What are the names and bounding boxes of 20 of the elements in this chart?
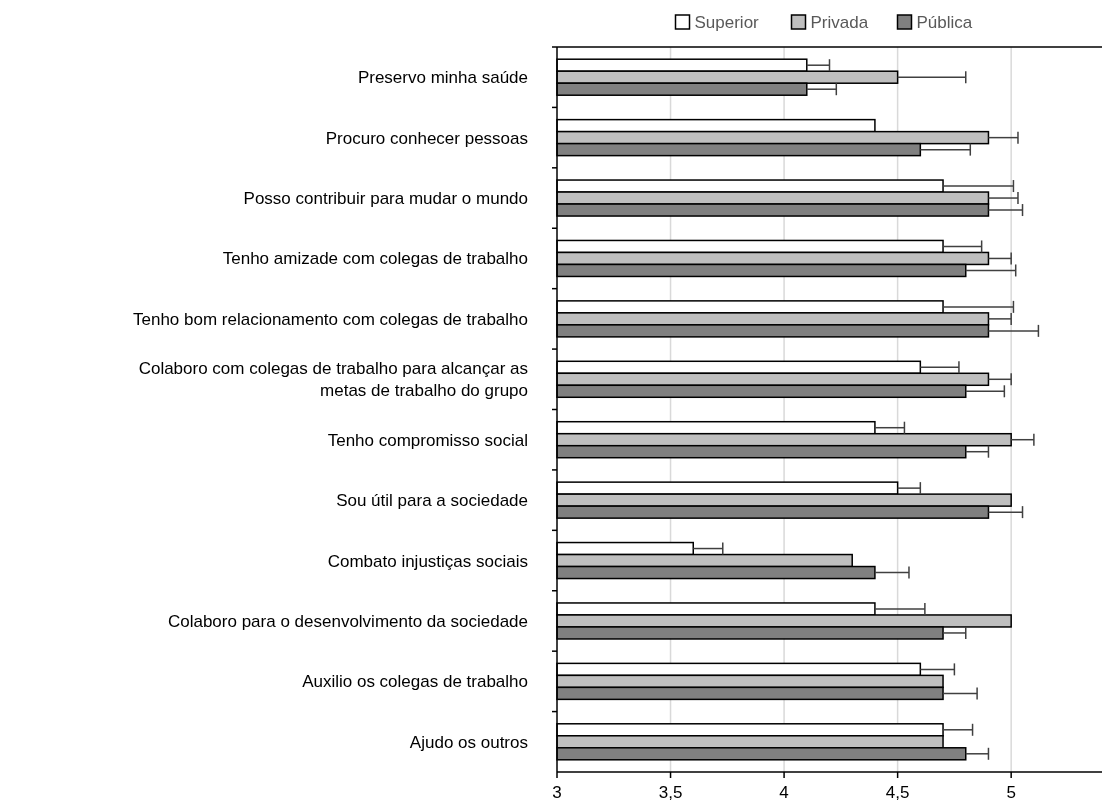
legend-label: Privada: [810, 13, 869, 32]
y-tick-label: Tenho amizade com colegas de trabalho: [222, 249, 528, 269]
y-tick-label: Preservo minha saúde: [357, 68, 528, 88]
y-tick-label: Ajudo os outros: [409, 732, 528, 752]
y-tick-label: Colaboro para o desenvolvimento da sociedade: [167, 611, 528, 631]
y-tick-label: Combato injustiças sociais: [327, 551, 528, 571]
y-tick-label: Colaboro com colegas de trabalho para alcançar as metas de trabalho do grupo: [138, 359, 528, 401]
y-tick-label: Procuro conhecer pessoas: [325, 128, 528, 148]
x-tick-label: 3,5: [658, 783, 683, 802]
x-tick-label: 4,5: [885, 783, 910, 802]
y-tick-label: Tenho compromisso social: [327, 430, 528, 450]
y-tick-label: Posso contribuir para mudar o mundo: [243, 189, 528, 209]
x-tick-label: 4: [779, 783, 789, 802]
legend-label: Superior: [694, 13, 760, 32]
y-tick-label: Auxilio os colegas de trabalho: [302, 672, 528, 692]
x-tick-label: 3: [552, 783, 562, 802]
x-tick-label: 5: [1006, 783, 1016, 802]
legend-label: Pública: [916, 13, 973, 32]
y-tick-label: Tenho bom relacionamento com colegas de trabalho: [132, 309, 528, 329]
y-tick-label: Sou útil para a sociedade: [336, 491, 528, 511]
